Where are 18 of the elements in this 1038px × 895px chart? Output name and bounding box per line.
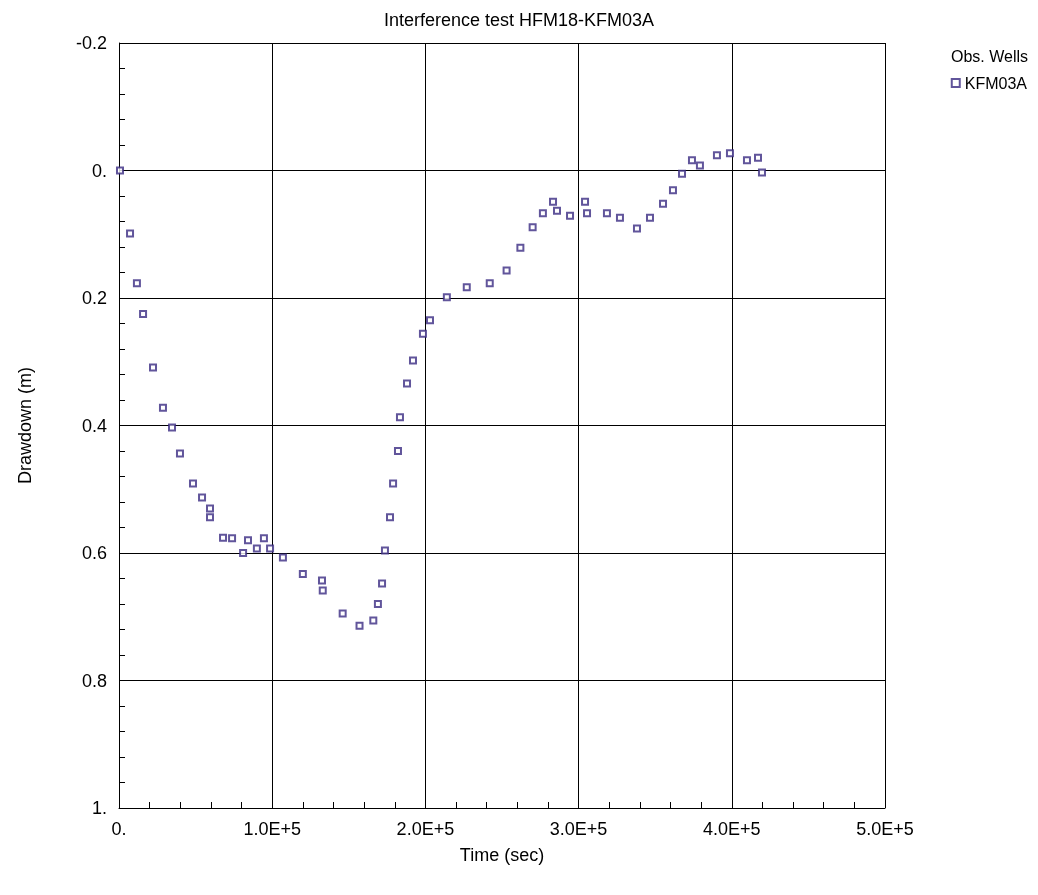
y-axis-title: Drawdown (m) [15,366,35,485]
x-tick-label: 2.0E+5 [396,819,455,839]
chart-title: Interference test HFM18-KFM03A [383,10,655,30]
x-tick-label: 4.0E+5 [703,819,761,839]
x-tick-label: 5.0E+5 [856,819,914,839]
y-tick-label: 0.8 [81,670,107,691]
x-tick-label: 1.0E+5 [243,819,301,839]
x-axis-title: Time (sec) [459,845,545,865]
y-tick-label: 0.2 [81,288,107,308]
y-tick-label: 0.4 [81,415,107,436]
y-tick-label: 0. [91,160,107,181]
legend-title: Obs. Wells [950,47,1029,65]
legend-label: KFM03A [964,74,1028,92]
y-tick-label: 1. [91,798,107,818]
x-tick-label: 3.0E+5 [549,819,608,839]
y-tick-label: 0.6 [81,543,107,563]
x-tick-label: 0. [111,819,127,839]
y-tick-label: -0.2 [75,33,107,53]
